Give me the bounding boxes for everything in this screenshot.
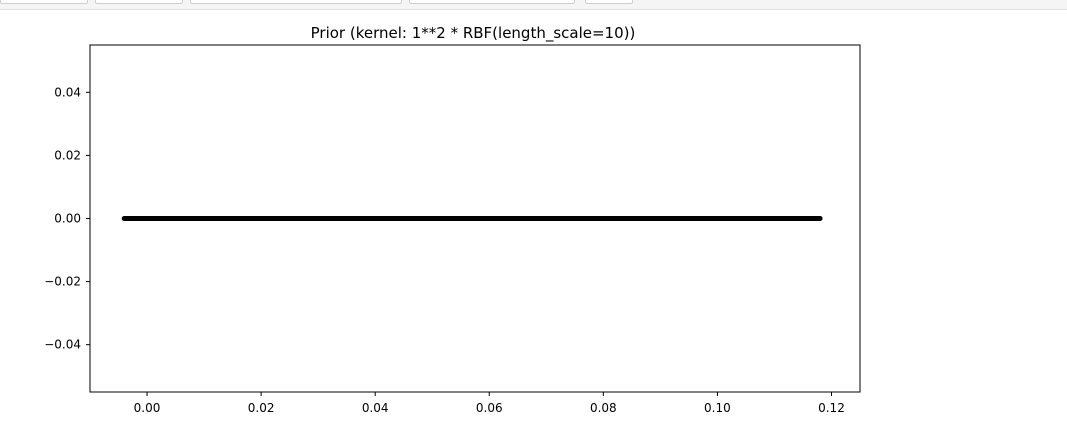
notebook-toolbar	[0, 0, 1067, 10]
toolbar-button[interactable]	[190, 0, 402, 4]
y-tick-label: 0.00	[54, 212, 81, 226]
toolbar-button[interactable]	[409, 0, 575, 4]
y-axis: 0.04 0.02 0.00 −0.02 −0.04	[44, 85, 90, 352]
x-tick-label: 0.02	[248, 401, 275, 415]
chart-svg: Prior (kernel: 1**2 * RBF(length_scale=1…	[44, 24, 861, 415]
y-tick-label: 0.04	[54, 85, 81, 99]
x-tick-label: 0.00	[134, 401, 161, 415]
x-tick-label: 0.08	[590, 401, 617, 415]
x-tick-label: 0.12	[818, 401, 845, 415]
y-tick-label: −0.04	[44, 338, 81, 352]
x-tick-label: 0.06	[476, 401, 503, 415]
y-tick-label: −0.02	[44, 275, 81, 289]
toolbar-button[interactable]	[95, 0, 183, 4]
chart-container: Prior (kernel: 1**2 * RBF(length_scale=1…	[0, 10, 1067, 431]
toolbar-button[interactable]	[0, 0, 88, 4]
x-tick-label: 0.10	[704, 401, 731, 415]
chart-title: Prior (kernel: 1**2 * RBF(length_scale=1…	[311, 24, 636, 43]
y-tick-label: 0.02	[54, 148, 81, 162]
x-tick-label: 0.04	[362, 401, 389, 415]
x-axis: 0.00 0.02 0.04 0.06 0.08 0.10 0.12	[134, 392, 845, 415]
toolbar-button[interactable]	[585, 0, 633, 4]
